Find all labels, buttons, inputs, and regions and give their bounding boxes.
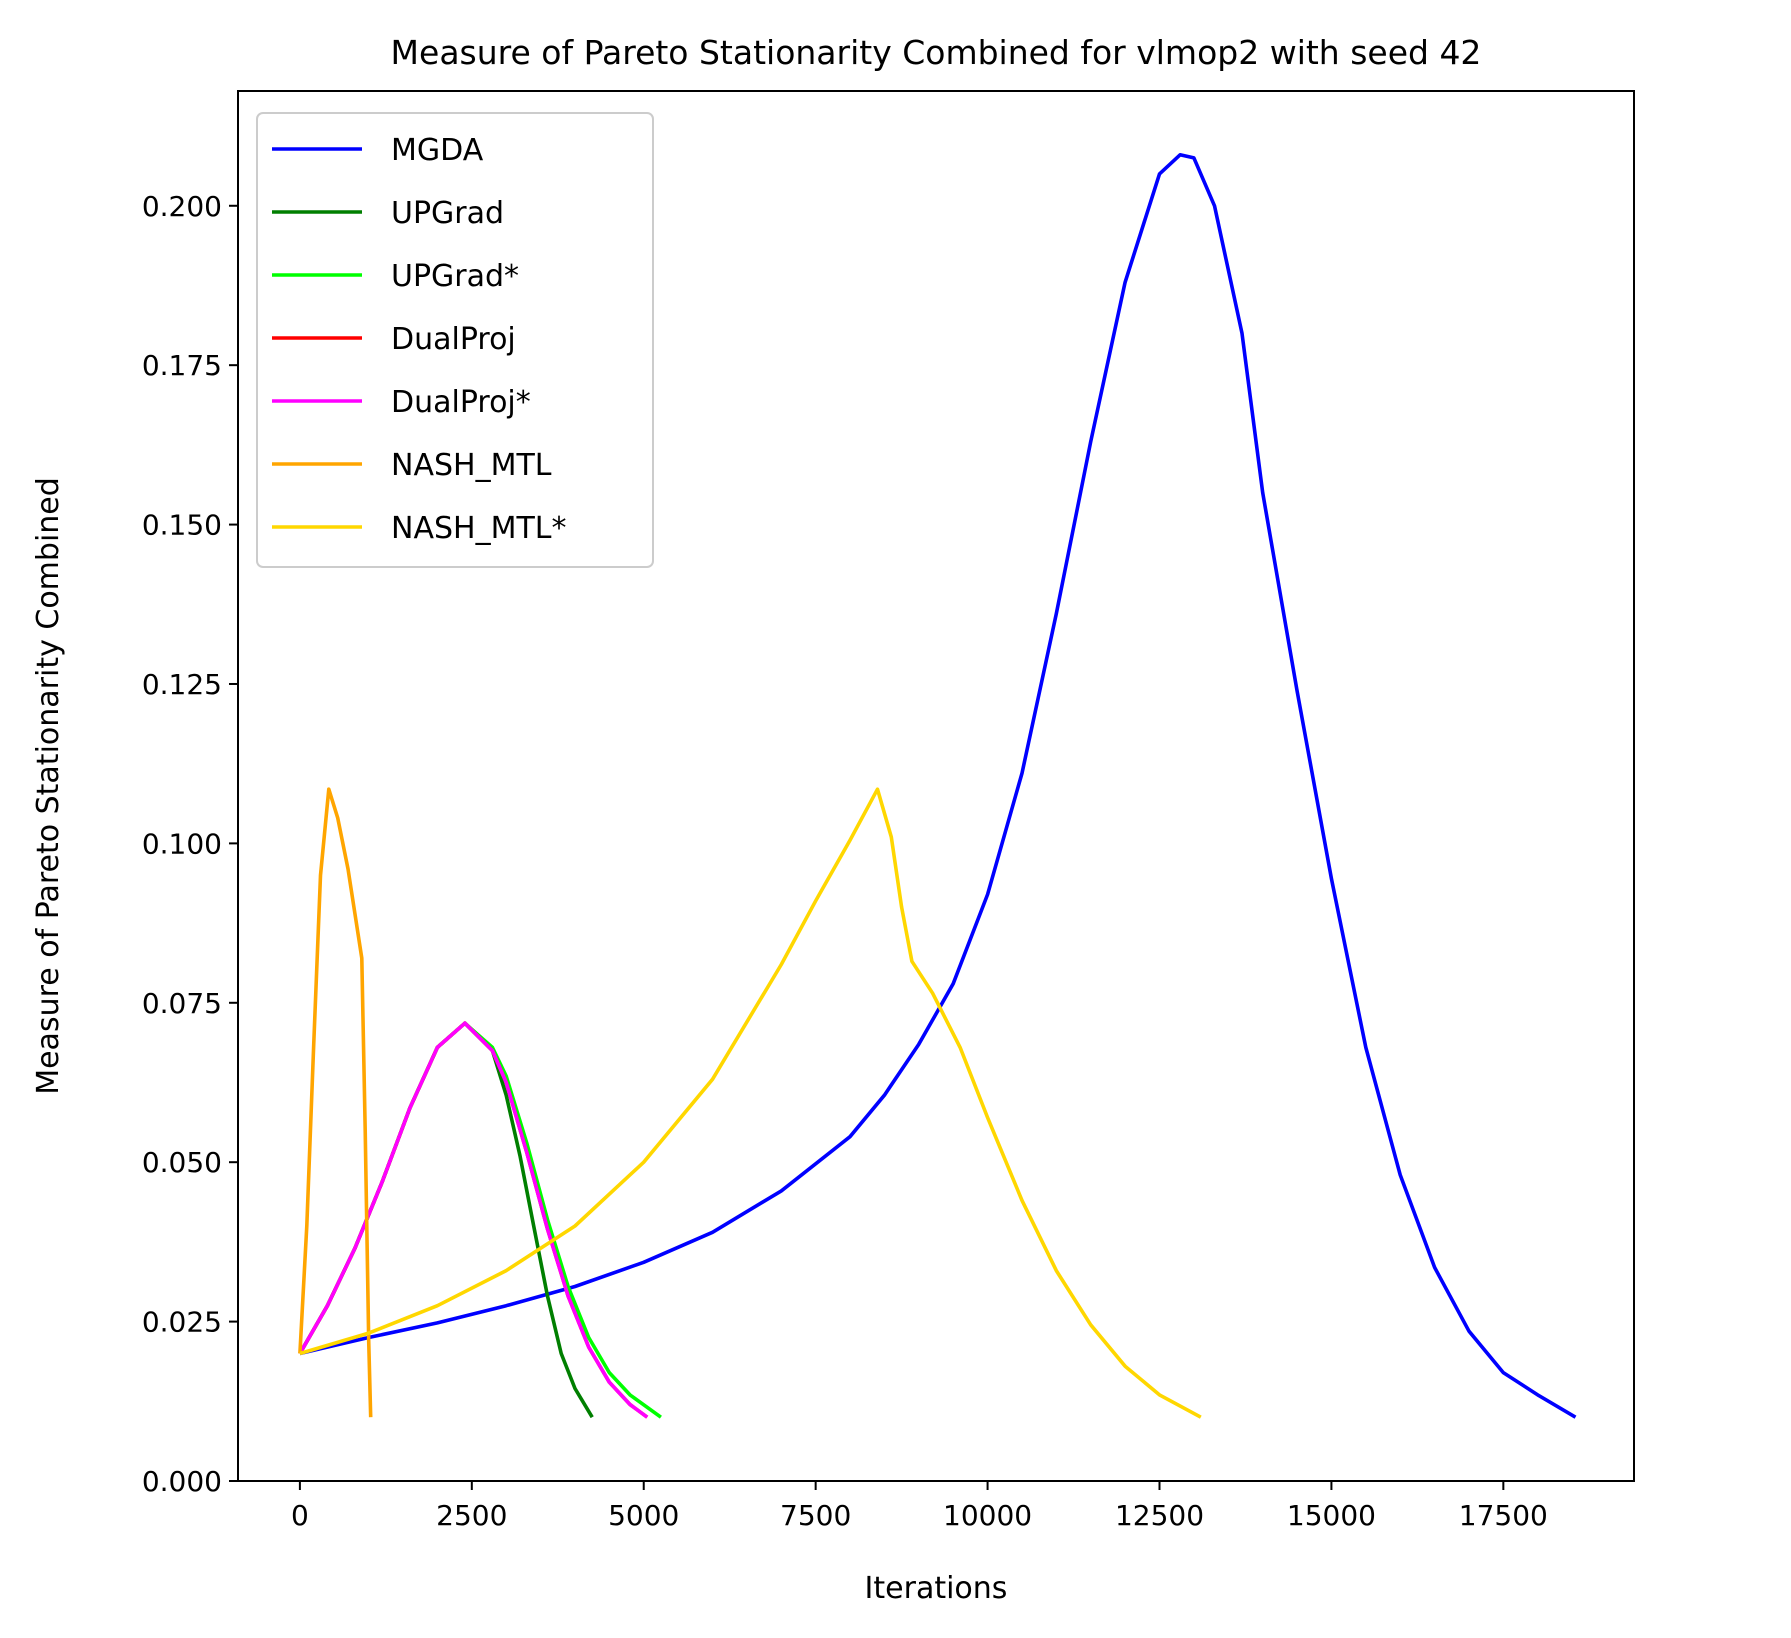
y-tick-label: 0.100: [142, 827, 222, 860]
legend-label: DualProj*: [391, 385, 531, 420]
x-tick-label: 17500: [1459, 1499, 1548, 1532]
legend-label: UPGrad: [391, 196, 504, 231]
legend-box: [256, 112, 654, 568]
y-tick-label: 0.050: [142, 1146, 222, 1179]
y-tick-label: 0.200: [142, 190, 222, 223]
x-tick-label: 15000: [1287, 1499, 1376, 1532]
y-axis: 0.000 0.025 0.050 0.075 0.100 0.125 0.150 0.175…: [142, 190, 238, 1498]
y-tick-label: 0.150: [142, 509, 222, 542]
legend-label: NASH_MTL: [391, 448, 552, 483]
legend-label: DualProj: [391, 322, 516, 357]
legend: MGDA UPGrad UPGrad* DualProj DualProj* NASH_M…: [256, 112, 654, 568]
legend-label: MGDA: [391, 133, 484, 168]
y-tick-label: 0.175: [142, 349, 222, 382]
legend-label: NASH_MTL*: [391, 511, 567, 546]
plot-frame: [237, 90, 1635, 1482]
series-line-mgda: [299, 153, 1577, 1419]
series-line-upgrad-: [298, 1021, 662, 1419]
x-tick-label: 10000: [943, 1499, 1032, 1532]
x-axis: 0 2500 5000 7500 10000 12500 15000 17500: [291, 1481, 1548, 1532]
series-line-nash-mtl-: [299, 787, 1202, 1419]
plot-area: [298, 153, 1577, 1419]
y-tick-label: 0.000: [142, 1465, 222, 1498]
x-tick-label: 7500: [780, 1499, 851, 1532]
y-tick-label: 0.125: [142, 668, 222, 701]
y-tick-label: 0.075: [142, 987, 222, 1020]
y-tick-label: 0.025: [142, 1306, 222, 1339]
x-tick-label: 12500: [1115, 1499, 1204, 1532]
chart-title: Measure of Pareto Stationarity Combined …: [391, 33, 1482, 72]
legend-label: UPGrad*: [391, 259, 519, 294]
y-axis-label: Measure of Pareto Stationarity Combined: [31, 477, 66, 1095]
series-line-dualproj-: [298, 1021, 649, 1419]
x-tick-label: 5000: [608, 1499, 679, 1532]
series-line-nash-mtl: [298, 787, 373, 1418]
x-axis-label: Iterations: [865, 1571, 1008, 1606]
x-tick-label: 2500: [436, 1499, 507, 1532]
x-tick-label: 0: [291, 1499, 309, 1532]
